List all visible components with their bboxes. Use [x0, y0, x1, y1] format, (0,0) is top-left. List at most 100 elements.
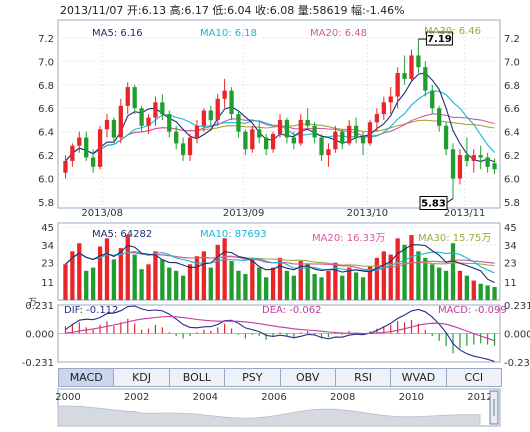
high-label: 高: — [169, 4, 185, 17]
volume-axis-label-left: 34 — [41, 241, 54, 252]
volume-bar — [187, 264, 193, 300]
volume-bar — [125, 235, 130, 300]
macd-axis-label-left: 0.000 — [25, 330, 54, 341]
volume-axis-label-right: 45 — [504, 223, 517, 234]
tab-kdj[interactable]: KDJ — [114, 369, 170, 386]
candle-body — [264, 137, 269, 150]
volume-bar — [236, 270, 241, 300]
tab-cci[interactable]: CCI — [464, 371, 484, 384]
price-axis-label-right: 6.8 — [504, 81, 520, 92]
macd-dif-line — [65, 305, 495, 362]
candle-body — [201, 110, 207, 126]
timeline-year-label: 2012 — [467, 392, 492, 403]
candle-body — [347, 125, 352, 144]
volume-bar — [257, 267, 262, 300]
candle-body — [291, 137, 296, 144]
volume-bar — [208, 267, 213, 300]
price-axis-label-left: 6.8 — [38, 81, 54, 92]
candle-body — [167, 114, 172, 132]
candle-body — [90, 157, 96, 167]
candle-body — [70, 145, 75, 161]
price-ma20-label: MA20: 6.48 — [310, 28, 368, 39]
volume-bar — [464, 275, 470, 300]
volume-bar — [153, 251, 158, 300]
change-value: -1.46% — [365, 4, 405, 17]
volume-bar — [284, 270, 290, 300]
volume-bar — [132, 254, 137, 300]
volume-bar — [201, 251, 207, 300]
volume-axis-label-left: 11 — [41, 278, 54, 289]
volume-bar — [250, 259, 255, 300]
candle-body — [423, 67, 428, 91]
price-axis-label-right: 6.4 — [504, 128, 520, 139]
volume-bar — [471, 280, 476, 300]
macd-value-label: MACD: -0.099 — [438, 305, 507, 316]
candle-body — [222, 90, 227, 99]
volume-bar — [298, 261, 303, 300]
volume-bar — [409, 235, 414, 300]
price-axis-label-left: 7.0 — [38, 57, 54, 68]
volume-bar — [104, 238, 110, 300]
candle-body — [367, 122, 373, 144]
candle-body — [187, 137, 193, 156]
tab-boll[interactable]: BOLL — [170, 369, 226, 386]
candle-body — [180, 143, 186, 156]
tab-macd[interactable]: MACD — [59, 369, 115, 386]
quote-header: 2013/11/07 开:6.13 高:6.17 低:6.04 收:6.08 量… — [60, 2, 405, 18]
volume-bar — [111, 259, 117, 300]
volume-bar — [492, 287, 497, 300]
volume-bar — [319, 277, 324, 300]
volume-bar — [450, 243, 456, 300]
tab-wvad[interactable]: WVAD — [391, 369, 447, 386]
close-value: 6.08 — [269, 4, 295, 17]
timeline-year-label: 2000 — [55, 392, 80, 403]
volume-bar — [63, 264, 68, 300]
candle-body — [111, 119, 117, 138]
volume-bar — [367, 265, 373, 300]
candle-body — [118, 105, 123, 138]
tab-psy[interactable]: PSY — [225, 369, 281, 386]
price-ma30-label: MA30: 6.46 — [424, 26, 482, 37]
price-ma5-label: MA5: 6.16 — [92, 28, 143, 39]
high-marker-box — [425, 31, 453, 46]
candle-body — [104, 119, 110, 130]
candle-body — [63, 160, 68, 173]
candle-body — [437, 108, 442, 126]
open-label: 开: — [126, 4, 142, 17]
volume-bar — [312, 274, 317, 300]
volume-bar — [457, 270, 463, 300]
low-marker-label: 5.83 — [421, 198, 446, 209]
candle-body — [430, 90, 435, 109]
candle-body — [464, 155, 470, 161]
timeline-year-label: 2010 — [399, 392, 424, 403]
volume-bar — [388, 254, 393, 300]
candle-body — [374, 114, 380, 123]
price-axis-label-right: 7.0 — [504, 57, 520, 68]
candle-body — [194, 125, 200, 138]
candle-body — [416, 55, 421, 68]
tab-rsi[interactable]: RSI — [336, 369, 392, 386]
volume-value: 58619 — [312, 4, 348, 17]
price-axis-label-left: 5.8 — [38, 198, 54, 209]
candle-body — [277, 119, 283, 134]
volume-bar — [347, 267, 352, 300]
candle-body — [257, 129, 262, 138]
macd-axis-label-left: 0.231 — [25, 301, 54, 312]
candle-body — [340, 131, 345, 144]
price-axis-label-left: 6.2 — [38, 151, 54, 162]
timeline-year-label: 2002 — [124, 392, 149, 403]
volume-bar — [77, 243, 82, 300]
candle-body — [305, 119, 310, 126]
price-axis-label-right: 5.8 — [504, 198, 520, 209]
volume-bar — [353, 272, 359, 300]
month-label: 2013/11 — [444, 208, 486, 219]
price-ma10-label: MA10: 6.18 — [200, 28, 258, 39]
volume-ma30-label: MA30: 15.75万 — [418, 233, 492, 244]
volume-bar — [395, 238, 400, 300]
volume-bar — [215, 244, 220, 300]
volume-axis-label-right: 34 — [504, 241, 517, 252]
tab-obv[interactable]: OBV — [281, 369, 336, 386]
volume-bar — [485, 285, 490, 300]
